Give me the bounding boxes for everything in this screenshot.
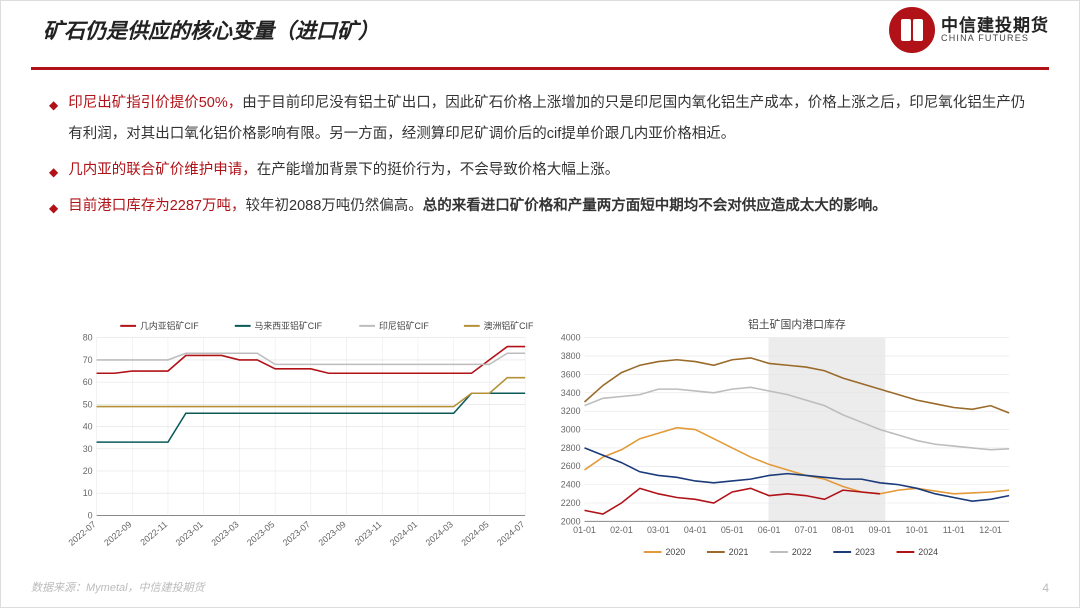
svg-text:2022-09: 2022-09 [102,519,133,548]
svg-text:30: 30 [83,444,93,454]
svg-text:2024-07: 2024-07 [495,519,526,548]
svg-text:10: 10 [83,488,93,498]
bullet-1: ◆ 印尼出矿指引价提价50%，由于目前印尼没有铝土矿出口，因此矿石价格上涨增加的… [49,88,1031,152]
svg-text:2023-01: 2023-01 [174,519,205,548]
svg-text:2200: 2200 [561,498,581,508]
bullet-3: ◆ 目前港口库存为2287万吨，较年初2088万吨仍然偏高。总的来看进口矿价格和… [49,191,1031,223]
bullet-1-lead: 印尼出矿指引价提价50%， [68,95,242,111]
svg-text:60: 60 [83,377,93,387]
svg-text:03-01: 03-01 [647,525,670,535]
diamond-icon: ◆ [49,92,58,152]
svg-text:2022: 2022 [792,547,812,557]
svg-text:澳洲铝矿CIF: 澳洲铝矿CIF [484,320,534,331]
svg-text:2021: 2021 [729,547,749,557]
svg-text:2022-07: 2022-07 [66,519,97,548]
svg-text:70: 70 [83,355,93,365]
svg-text:40: 40 [83,422,93,432]
svg-text:12-01: 12-01 [979,525,1002,535]
bullet-3-bold: 总的来看进口矿价格和产量两方面短中期均不会对供应造成太大的影响。 [423,198,887,214]
svg-text:3000: 3000 [561,425,581,435]
svg-text:2024-05: 2024-05 [459,519,490,548]
svg-text:80: 80 [83,333,93,343]
svg-text:3800: 3800 [561,351,581,361]
svg-text:08-01: 08-01 [832,525,855,535]
svg-text:50: 50 [83,399,93,409]
svg-text:07-01: 07-01 [795,525,818,535]
svg-text:马来西亚铝矿CIF: 马来西亚铝矿CIF [255,320,323,331]
diamond-icon: ◆ [49,159,58,187]
svg-text:01-01: 01-01 [573,525,596,535]
svg-text:2023-05: 2023-05 [245,519,276,548]
diamond-icon: ◆ [49,195,58,223]
svg-text:3400: 3400 [561,388,581,398]
brand-logo: 中信建投期货 CHINA FUTURES [889,7,1049,53]
svg-text:3600: 3600 [561,370,581,380]
svg-text:几内亚铝矿CIF: 几内亚铝矿CIF [140,320,199,331]
svg-text:02-01: 02-01 [610,525,633,535]
header: 矿石仍是供应的核心变量（进口矿） 中信建投期货 CHINA FUTURES [1,1,1079,61]
svg-text:2600: 2600 [561,461,581,471]
logo-cn: 中信建投期货 [941,17,1049,34]
logo-mark [889,7,935,53]
logo-en: CHINA FUTURES [941,34,1049,43]
svg-text:2400: 2400 [561,480,581,490]
data-source-footer: 数据来源：Mymetal，中信建投期货 [31,579,205,595]
svg-text:04-01: 04-01 [684,525,707,535]
svg-text:2023-07: 2023-07 [281,519,312,548]
svg-text:11-01: 11-01 [943,525,965,535]
svg-text:铝土矿国内港口库存: 铝土矿国内港口库存 [748,317,846,331]
charts-row: 010203040506070802022-072022-092022-1120… [1,314,1079,561]
cif-price-chart: 010203040506070802022-072022-092022-1120… [61,314,535,561]
svg-text:2024: 2024 [918,547,938,557]
svg-text:2023-03: 2023-03 [209,519,240,548]
svg-text:20: 20 [83,466,93,476]
svg-text:06-01: 06-01 [758,525,781,535]
svg-text:09-01: 09-01 [869,525,892,535]
bullet-2-rest: 在产能增加背景下的挺价行为，不会导致价格大幅上涨。 [257,162,620,178]
svg-text:4000: 4000 [561,333,581,343]
svg-text:2024-01: 2024-01 [388,519,419,548]
svg-text:2020: 2020 [665,547,685,557]
svg-text:2023-09: 2023-09 [316,519,347,548]
svg-text:印尼铝矿CIF: 印尼铝矿CIF [379,320,429,331]
svg-text:10-01: 10-01 [905,525,928,535]
svg-text:2023: 2023 [855,547,875,557]
svg-text:05-01: 05-01 [721,525,744,535]
page-number: 4 [1042,581,1049,595]
svg-text:3200: 3200 [561,406,581,416]
body-text: ◆ 印尼出矿指引价提价50%，由于目前印尼没有铝土矿出口，因此矿石价格上涨增加的… [1,70,1079,224]
svg-text:2800: 2800 [561,443,581,453]
bullet-3-lead: 目前港口库存为2287万吨， [68,198,245,214]
svg-text:0: 0 [88,511,93,521]
svg-text:2023-11: 2023-11 [353,519,384,547]
bullet-3-rest: 较年初2088万吨仍然偏高。 [246,198,423,214]
slide: 矿石仍是供应的核心变量（进口矿） 中信建投期货 CHINA FUTURES ◆ … [0,0,1080,608]
svg-text:2024-03: 2024-03 [424,519,455,548]
svg-text:2022-11: 2022-11 [138,519,169,547]
bullet-2: ◆ 几内亚的联合矿价维护申请，在产能增加背景下的挺价行为，不会导致价格大幅上涨。 [49,155,1031,187]
port-inventory-chart: 铝土矿国内港口库存2000220024002600280030003200340… [545,314,1019,561]
bullet-2-lead: 几内亚的联合矿价维护申请， [68,162,257,178]
